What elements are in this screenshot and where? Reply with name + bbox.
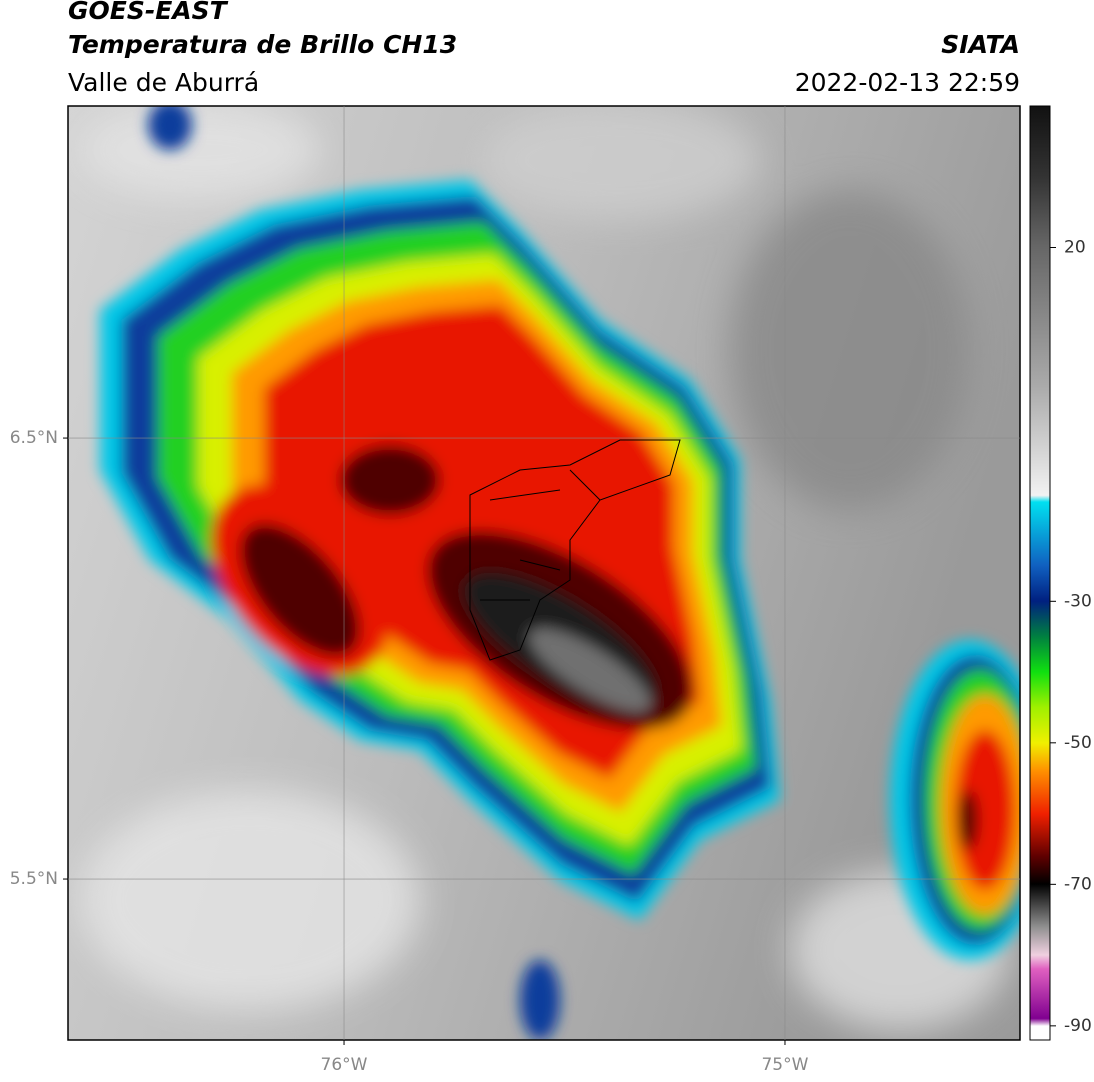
x-tick-label: 75°W bbox=[761, 1055, 808, 1075]
y-tick-label: 6.5°N bbox=[10, 428, 58, 448]
colorbar-tick-label: -90 bbox=[1064, 1016, 1092, 1036]
title: GOES-EAST bbox=[68, 0, 229, 25]
colorbar-tick-label: -70 bbox=[1064, 874, 1092, 894]
datetime: 2022-02-13 22:59 bbox=[795, 68, 1020, 97]
colorbar bbox=[1029, 105, 1051, 1041]
colorbar-tick-label: 20 bbox=[1064, 238, 1086, 258]
colorbar-tick-label: -50 bbox=[1064, 733, 1092, 753]
map-frame bbox=[67, 105, 1021, 1041]
location: Valle de Aburrá bbox=[68, 68, 259, 97]
satellite-image bbox=[68, 106, 1020, 1040]
x-tick-label: 76°W bbox=[321, 1055, 368, 1075]
y-tick-label: 5.5°N bbox=[10, 869, 58, 889]
colorbar-tick-label: -30 bbox=[1064, 591, 1092, 611]
subtitle: Temperatura de Brillo CH13 bbox=[68, 30, 457, 59]
source: SIATA bbox=[941, 30, 1020, 59]
